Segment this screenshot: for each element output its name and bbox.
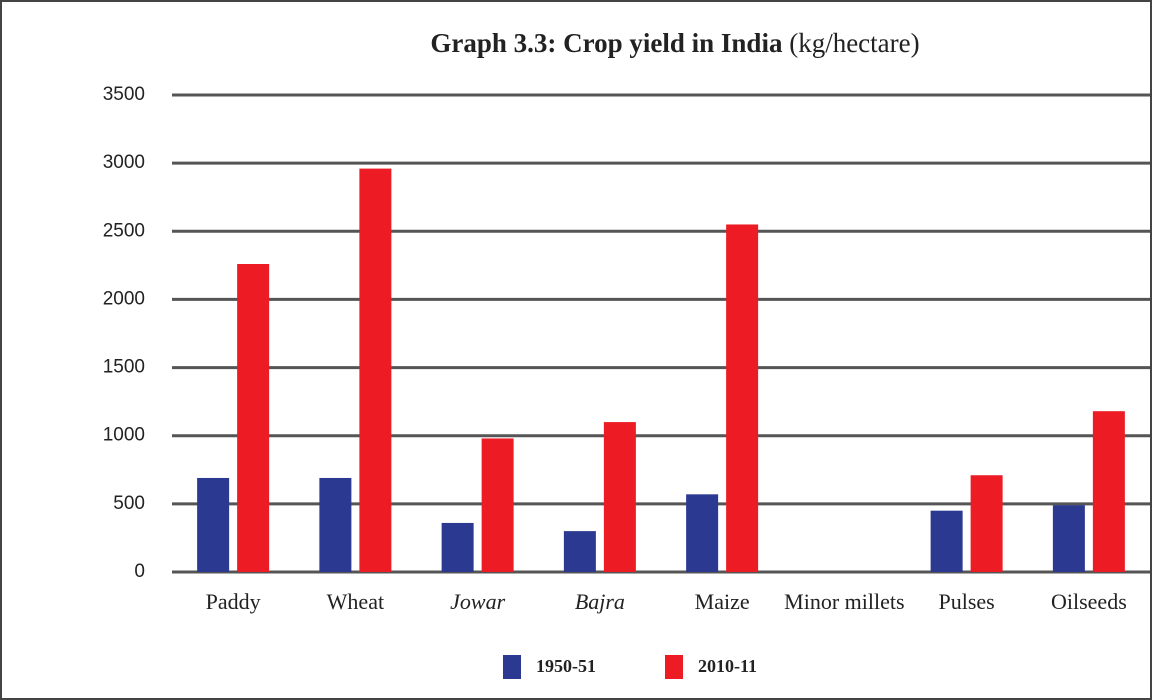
- chart-title: Graph 3.3: Crop yield in India: [430, 28, 783, 58]
- bar: [726, 224, 759, 572]
- legend-swatch: [665, 655, 683, 679]
- y-tick-label: 500: [113, 493, 145, 514]
- x-tick-label: Paddy: [206, 589, 261, 614]
- x-tick-label: Wheat: [327, 589, 384, 614]
- bar: [1052, 505, 1085, 572]
- bar: [441, 522, 474, 572]
- y-tick-label: 0: [134, 561, 145, 582]
- y-tick-label: 2000: [103, 288, 145, 309]
- bar: [686, 494, 719, 572]
- x-tick-label: Pulses: [939, 589, 995, 614]
- bar: [237, 263, 270, 572]
- chart-subtitle: (kg/hectare): [789, 28, 919, 58]
- y-tick-label: 1000: [103, 425, 145, 446]
- bar: [603, 422, 636, 572]
- bar: [319, 477, 352, 572]
- bar: [481, 438, 514, 572]
- y-tick-label: 1500: [103, 357, 145, 378]
- bar: [563, 531, 596, 572]
- bar: [970, 475, 1003, 572]
- chart-title-group: Graph 3.3: Crop yield in India (kg/hecta…: [430, 28, 919, 58]
- x-tick-label: Jowar: [450, 589, 505, 614]
- y-tick-label: 3500: [103, 84, 145, 105]
- x-tick-label: Minor millets: [784, 589, 904, 614]
- legend-label: 2010-11: [698, 656, 757, 676]
- x-tick-label: Bajra: [575, 589, 625, 614]
- x-tick-label: Oilseeds: [1051, 589, 1127, 614]
- bar: [1092, 411, 1125, 572]
- legend-label: 1950-51: [536, 656, 596, 676]
- bar: [930, 510, 963, 572]
- bar: [197, 477, 230, 572]
- bar: [359, 168, 392, 572]
- legend-swatch: [503, 655, 521, 679]
- y-tick-label: 2500: [103, 220, 145, 241]
- y-tick-label: 3000: [103, 152, 145, 173]
- x-tick-label: Maize: [695, 589, 750, 614]
